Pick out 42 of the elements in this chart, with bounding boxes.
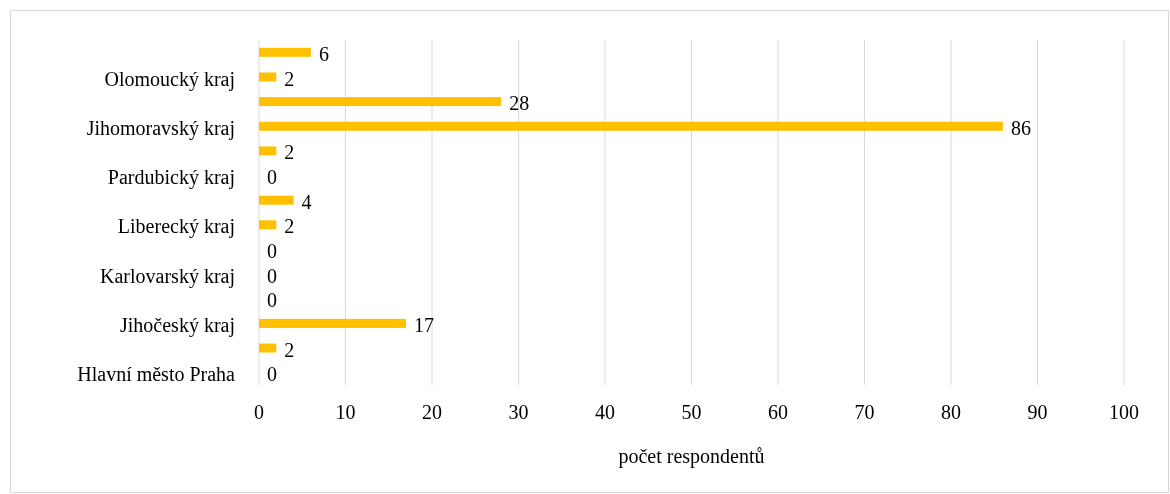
data-label: 17 (414, 313, 435, 336)
x-tick-label: 30 (508, 400, 529, 423)
x-tick-label: 20 (422, 400, 442, 423)
bar (259, 318, 407, 328)
y-tick-label: Liberecký kraj (117, 215, 235, 239)
bar (259, 195, 294, 205)
y-tick-label: Olomoucký kraj (104, 67, 235, 91)
x-tick-label: 50 (681, 400, 702, 423)
data-label: 0 (267, 166, 277, 189)
data-label: 0 (267, 264, 277, 287)
data-label: 86 (1010, 116, 1031, 139)
y-tick-label: Pardubický kraj (107, 166, 235, 190)
y-tick-label: Hlavní město Praha (77, 363, 236, 386)
x-tick-label: 0 (254, 400, 264, 423)
x-tick-label: 70 (854, 400, 875, 423)
data-label: 0 (267, 363, 277, 386)
x-axis-title: počet respondentů (618, 444, 765, 468)
data-label: 4 (301, 190, 312, 213)
data-label: 2 (284, 338, 295, 361)
data-label: 28 (509, 92, 530, 115)
data-label: 2 (284, 215, 295, 238)
bar (259, 146, 277, 156)
y-tick-label: Jihomoravský kraj (86, 116, 235, 140)
bar (259, 97, 502, 107)
bar (259, 220, 277, 230)
bar (259, 121, 1003, 131)
data-label: 0 (267, 289, 277, 312)
x-tick-label: 100 (1109, 400, 1139, 423)
bar (259, 72, 277, 82)
x-tick-label: 10 (335, 400, 356, 423)
data-label: 2 (284, 67, 295, 90)
x-tick-label: 80 (941, 400, 961, 423)
x-tick-label: 60 (768, 400, 788, 423)
bar (259, 343, 277, 353)
x-tick-label: 40 (595, 400, 615, 423)
y-tick-label: Jihočeský kraj (120, 313, 235, 337)
data-label: 0 (267, 240, 277, 263)
x-tick-label: 90 (1027, 400, 1048, 423)
bar (259, 47, 311, 57)
y-tick-label: Karlovarský kraj (100, 264, 235, 288)
data-label: 2 (284, 141, 295, 164)
data-label: 6 (318, 42, 329, 65)
